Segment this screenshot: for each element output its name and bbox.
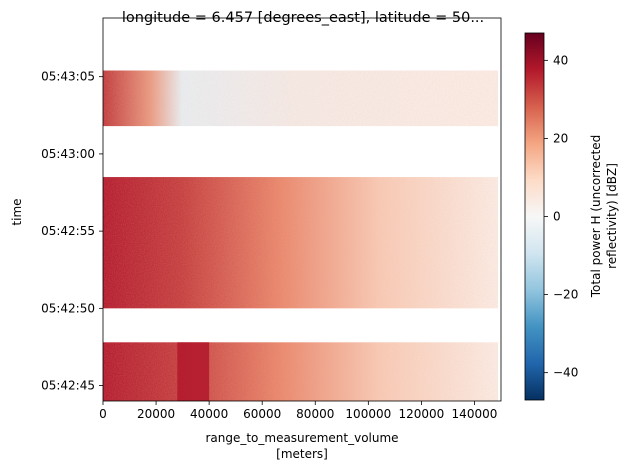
x-tick-label: 20000 [137,407,175,421]
plot-area [103,70,498,401]
x-tick-label: 100000 [345,407,391,421]
x-axis-units: [meters] [276,447,328,461]
x-tick-label: 0 [99,407,107,421]
y-axis-label: time [10,198,24,225]
y-tick-label: 05:42:55 [41,224,95,238]
colorbar [524,32,545,401]
colorbar-label-line2: reflectivity) [dBZ] [605,163,619,269]
echo-column [177,342,210,401]
data-band-noise [103,342,498,401]
x-tick-label: 60000 [243,407,281,421]
y-tick-label: 05:42:45 [41,379,95,393]
data-band-noise [103,70,498,127]
x-tick-label: 140000 [452,407,498,421]
data-band-noise [103,177,498,309]
colorbar-tick-label: −20 [553,288,578,302]
y-tick-label: 05:43:05 [41,70,95,84]
colorbar-ticks: −40 −20 0 20 40 [544,53,578,380]
colorbar-tick-label: −40 [553,366,578,380]
x-tick-label: 120000 [398,407,444,421]
x-tick-label: 40000 [190,407,228,421]
y-tick-label: 05:43:00 [41,147,95,161]
plot-frame [102,17,502,402]
x-axis: 0 20000 40000 60000 80000 100000 120000 140000 [99,401,497,421]
colorbar-tick-label: 20 [553,131,568,145]
x-axis-label: range_to_measurement_volume [205,431,398,445]
colorbar-label-line1: Total power H (uncorrected [589,135,603,299]
colorbar-tick-label: 0 [553,210,561,224]
y-axis: 05:42:45 05:42:50 05:42:55 05:43:00 05:43:05 [41,70,103,393]
colorbar-tick-label: 40 [553,53,568,67]
x-tick-label: 80000 [296,407,334,421]
y-tick-label: 05:42:50 [41,301,95,315]
